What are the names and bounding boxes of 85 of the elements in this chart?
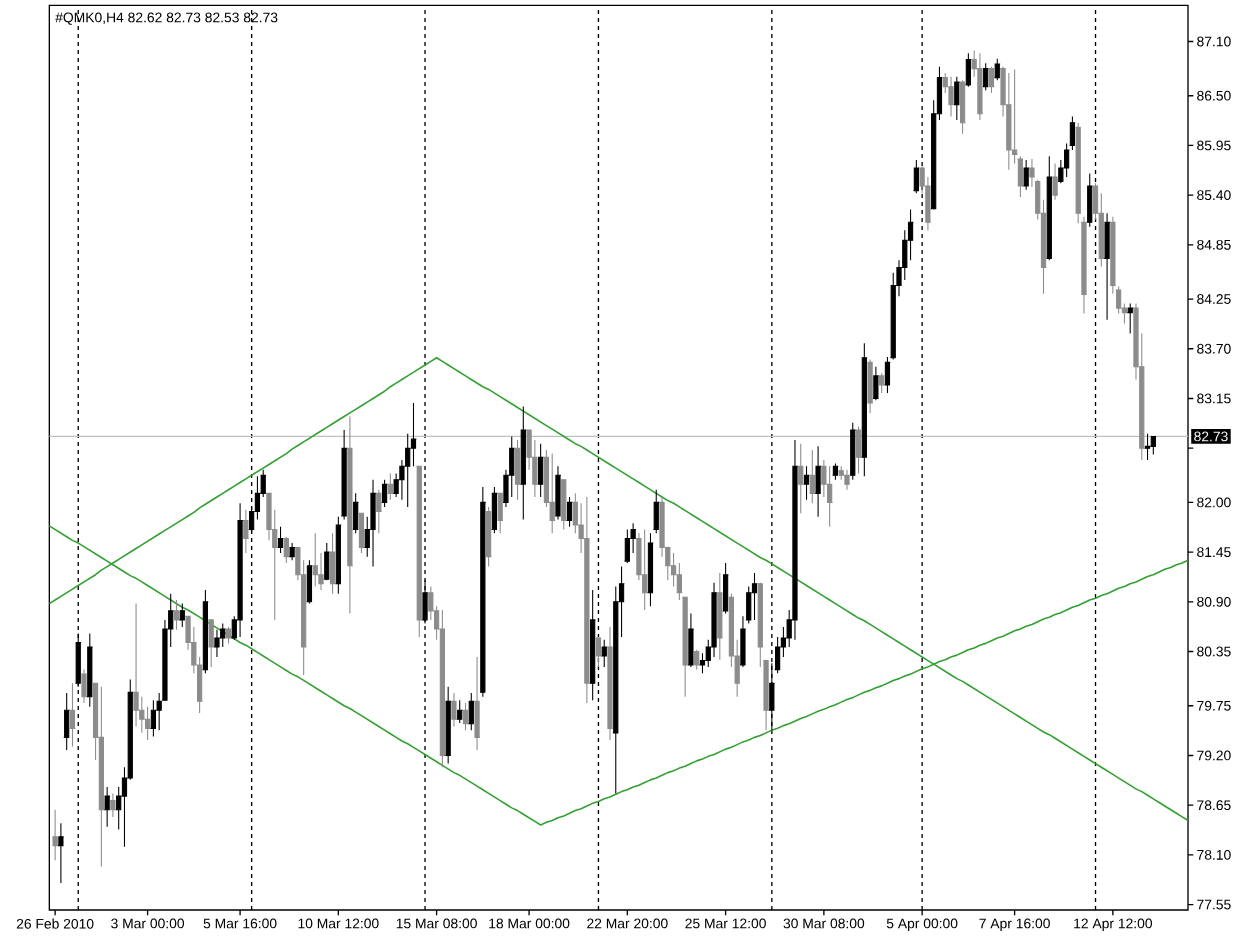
candlestick <box>548 453 556 534</box>
candlestick <box>496 492 504 534</box>
candlestick <box>1144 433 1151 461</box>
candlestick <box>375 489 383 534</box>
candlestick <box>652 489 660 534</box>
candlestick <box>97 686 105 868</box>
candlestick <box>855 425 862 475</box>
candlestick <box>479 486 487 698</box>
candlestick <box>369 479 377 568</box>
candlestick <box>352 492 360 534</box>
candlestick <box>514 439 521 501</box>
candlestick <box>826 465 834 528</box>
candlestick <box>109 792 117 818</box>
candlestick <box>277 526 284 554</box>
candlestick <box>467 692 475 731</box>
candlestick <box>421 579 429 625</box>
candlestick <box>722 562 730 615</box>
candlestick <box>323 542 331 581</box>
candlestick <box>51 809 59 861</box>
candlestick <box>207 619 215 668</box>
candlestick <box>450 692 458 728</box>
candlestick <box>57 822 65 884</box>
candlestick <box>912 159 920 194</box>
candlestick <box>843 469 851 491</box>
candlestick <box>947 76 955 118</box>
candlestick <box>554 465 562 521</box>
candlestick <box>566 496 573 528</box>
candlestick <box>791 439 799 641</box>
candlestick <box>878 372 886 394</box>
candlestick <box>687 613 695 668</box>
candlestick <box>473 656 481 751</box>
candlestick <box>340 429 348 521</box>
candlestick <box>519 406 527 521</box>
candlestick <box>80 669 88 704</box>
candlestick <box>623 528 631 564</box>
candlestick <box>178 603 186 628</box>
candlestick <box>982 62 990 91</box>
candlestick <box>288 542 296 561</box>
candlestick <box>872 366 880 401</box>
candlestick <box>236 502 244 638</box>
candlestick <box>149 699 157 738</box>
candlestick <box>386 472 394 501</box>
candlestick <box>103 786 111 828</box>
candlestick <box>69 682 76 747</box>
candlestick <box>132 603 140 728</box>
candlestick <box>1005 72 1013 171</box>
candlestick <box>583 496 591 704</box>
candlestick <box>976 52 984 121</box>
candlestick <box>797 443 805 514</box>
candlestick <box>814 445 822 518</box>
candlestick <box>346 416 354 615</box>
candlestick <box>173 599 180 631</box>
candlestick <box>86 632 94 708</box>
candlestick <box>866 359 874 414</box>
candlestick <box>444 686 452 765</box>
candlestick <box>953 76 961 121</box>
candlestick <box>751 572 758 621</box>
candlestick <box>641 528 649 611</box>
candlestick <box>225 626 232 644</box>
candlestick <box>647 532 654 607</box>
candlestick <box>1045 155 1053 261</box>
candlestick <box>213 629 221 658</box>
candlestick <box>1051 162 1059 201</box>
candlestick <box>1126 303 1134 334</box>
candlestick <box>606 626 614 741</box>
candlestick <box>589 589 597 701</box>
candlestick <box>849 422 857 481</box>
candlestick <box>329 532 336 595</box>
candlestick <box>993 58 1001 81</box>
candlestick <box>1022 159 1030 191</box>
candlestick <box>63 692 71 751</box>
candlestick <box>1149 435 1157 456</box>
candlestick <box>693 649 701 671</box>
candlestick <box>716 572 724 661</box>
candlestick <box>860 342 868 477</box>
candlestick <box>808 449 816 504</box>
candlestick <box>600 639 608 668</box>
candlestick <box>595 636 602 668</box>
candlestick <box>1103 212 1111 321</box>
candlestick <box>456 699 464 724</box>
candlestick <box>242 509 250 554</box>
candlestick <box>964 52 972 88</box>
candlestick <box>803 465 810 501</box>
candlestick <box>311 532 319 587</box>
candlestick <box>537 443 545 498</box>
